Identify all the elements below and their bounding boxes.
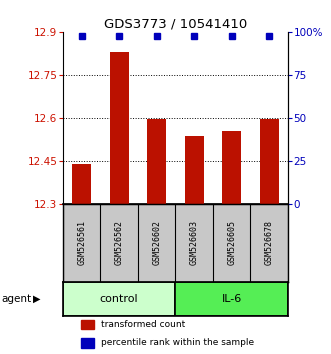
Bar	[72, 164, 91, 204]
Bar	[260, 119, 279, 204]
Bar	[185, 136, 204, 204]
Text: GSM526561: GSM526561	[77, 220, 86, 265]
Text: control: control	[100, 294, 138, 304]
Bar	[81, 320, 94, 329]
Text: IL-6: IL-6	[221, 294, 242, 304]
Bar	[81, 338, 94, 348]
Text: ▶: ▶	[33, 294, 41, 304]
Text: GSM526602: GSM526602	[152, 220, 161, 265]
Text: GSM526603: GSM526603	[190, 220, 199, 265]
Text: GSM526562: GSM526562	[115, 220, 124, 265]
Text: transformed count: transformed count	[101, 320, 185, 329]
Text: GSM526678: GSM526678	[265, 220, 274, 265]
Title: GDS3773 / 10541410: GDS3773 / 10541410	[104, 18, 247, 31]
Bar	[63, 282, 175, 316]
Text: percentile rank within the sample: percentile rank within the sample	[101, 338, 254, 347]
Bar	[175, 282, 288, 316]
Text: agent: agent	[2, 294, 32, 304]
Bar	[147, 119, 166, 204]
Bar	[222, 131, 241, 204]
Bar	[110, 52, 128, 204]
Text: GSM526605: GSM526605	[227, 220, 236, 265]
